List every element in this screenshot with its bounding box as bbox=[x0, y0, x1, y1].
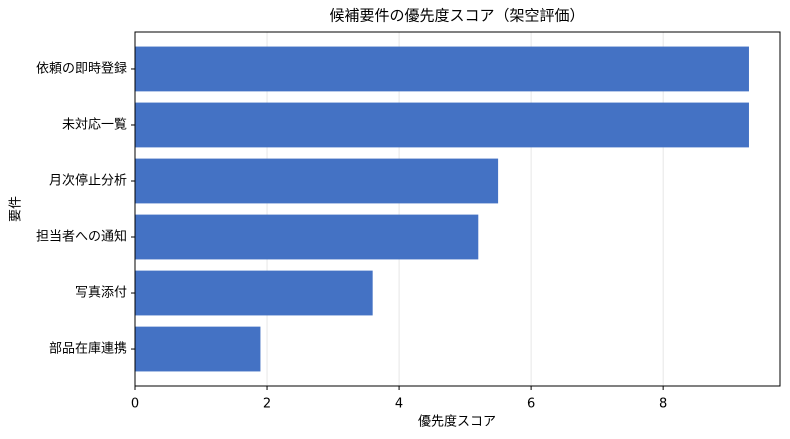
x-tick-label: 4 bbox=[395, 397, 403, 412]
bar bbox=[135, 102, 749, 148]
x-tick-label: 8 bbox=[659, 397, 667, 412]
x-tick-label: 0 bbox=[131, 397, 139, 412]
y-tick-label: 部品在庫連携 bbox=[49, 341, 127, 357]
bar bbox=[135, 270, 373, 316]
y-tick-label: 月次停止分析 bbox=[49, 172, 127, 188]
bar bbox=[135, 326, 261, 372]
x-tick-label: 6 bbox=[527, 397, 535, 412]
y-axis-label: 要件 bbox=[9, 196, 24, 222]
x-axis-label: 優先度スコア bbox=[418, 414, 496, 430]
y-tick-label: 写真添付 bbox=[75, 286, 127, 301]
bar bbox=[135, 158, 499, 204]
chart-title: 候補要件の優先度スコア（架空評価） bbox=[329, 7, 584, 25]
y-tick-label: 未対応一覧 bbox=[62, 116, 127, 132]
y-tick-label: 担当者への通知 bbox=[36, 229, 127, 245]
plot-frame bbox=[134, 31, 781, 387]
x-tick-label: 2 bbox=[263, 397, 271, 412]
bar bbox=[135, 46, 749, 92]
y-tick-label: 依頼の即時登録 bbox=[36, 61, 127, 76]
bar bbox=[135, 214, 479, 260]
